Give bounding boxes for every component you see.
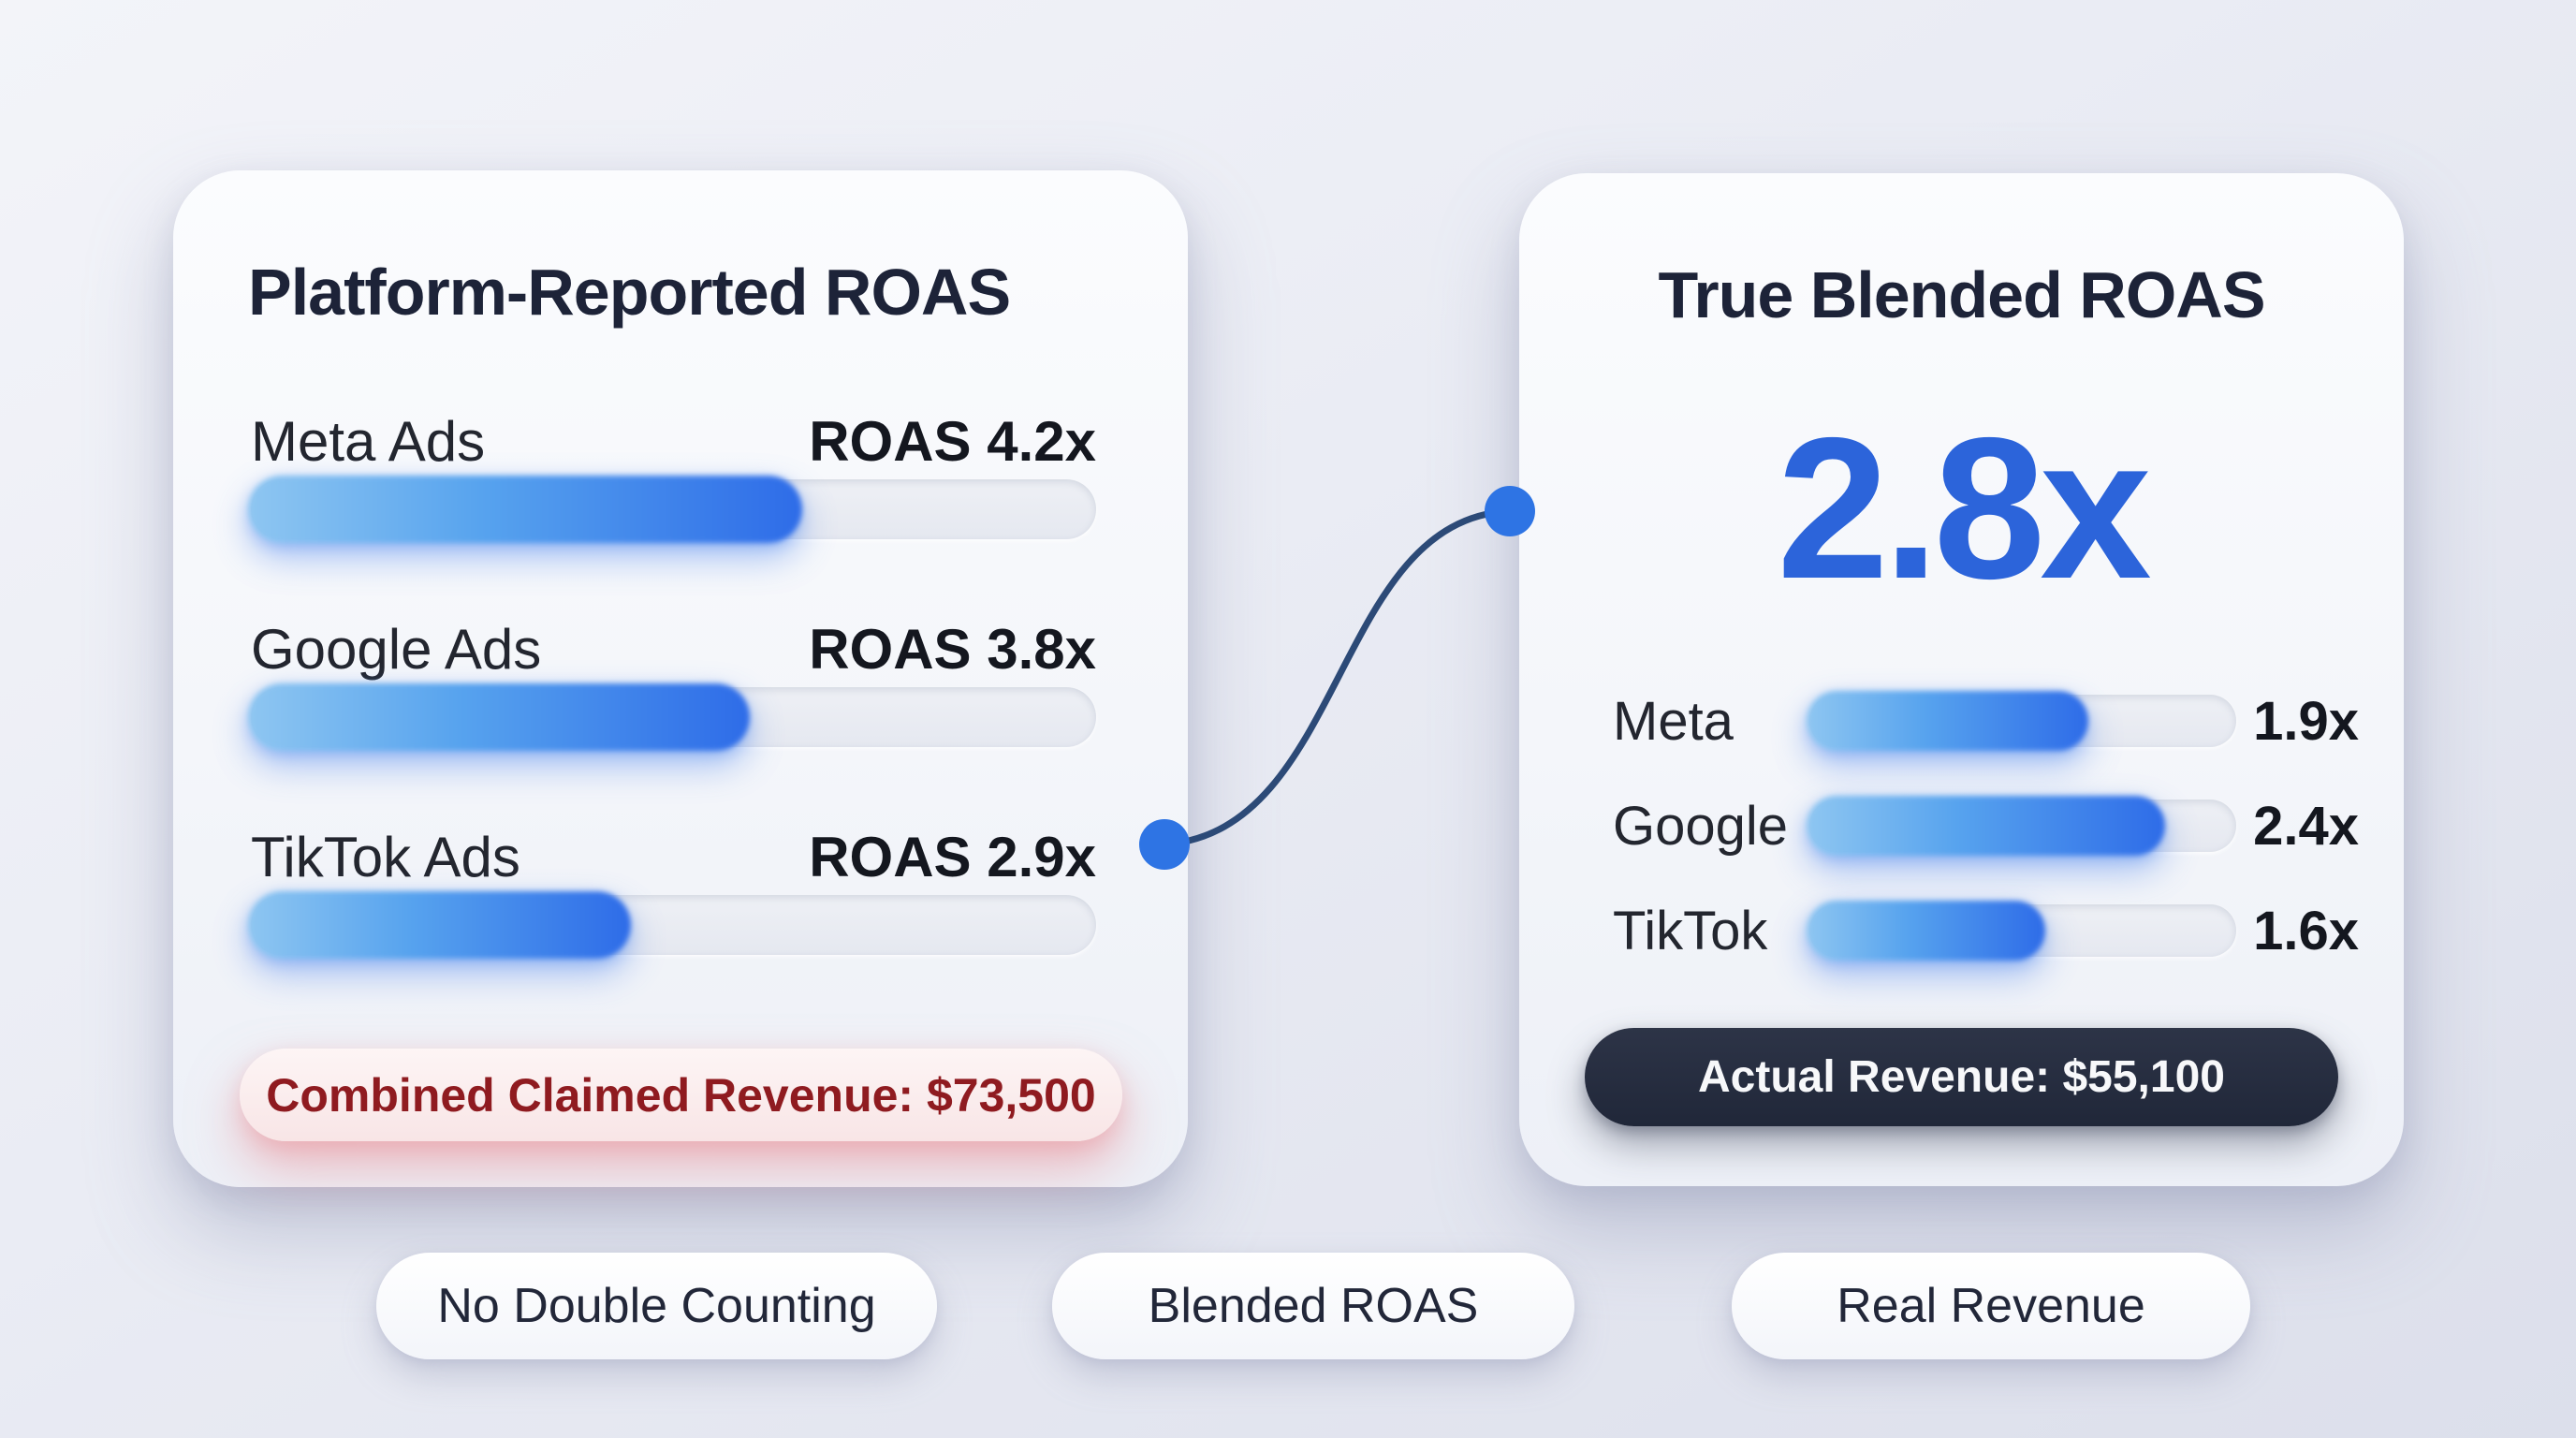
platform-reported-title: Platform-Reported ROAS — [248, 256, 1011, 329]
true-blended-card: True Blended ROAS 2.8x Meta 1.9x Google … — [1519, 173, 2404, 1186]
true-blended-title: True Blended ROAS — [1658, 258, 2265, 331]
meta-label: Meta — [1613, 690, 1734, 752]
actual-revenue-pill: Actual Revenue: $55,100 — [1585, 1028, 2338, 1126]
badge-blended-roas-label: Blended ROAS — [1148, 1279, 1479, 1333]
badge-no-double-counting-label: No Double Counting — [437, 1279, 876, 1333]
google-bar-track — [1807, 796, 2236, 856]
meta-bar-fill — [1807, 691, 2088, 751]
meta-ads-bar-track — [248, 476, 1096, 543]
tiktok-ads-roas-value: ROAS 2.9x — [809, 825, 1096, 888]
google-ads-bar-fill — [248, 683, 751, 751]
tiktok-bar-fill — [1807, 901, 2046, 961]
badge-blended-roas: Blended ROAS — [1052, 1253, 1574, 1359]
connector-curve — [1164, 507, 1510, 848]
meta-ads-label: Meta Ads — [251, 409, 486, 473]
meta-ads-roas-value: ROAS 4.2x — [809, 409, 1096, 473]
google-roas-value: 2.4x — [2253, 795, 2359, 857]
claimed-revenue-text: Combined Claimed Revenue: $73,500 — [266, 1068, 1096, 1122]
google-ads-label: Google Ads — [251, 617, 542, 681]
google-bar-fill — [1807, 796, 2166, 856]
tiktok-ads-label: TikTok Ads — [251, 825, 520, 888]
badge-real-revenue: Real Revenue — [1732, 1253, 2250, 1359]
badge-real-revenue-label: Real Revenue — [1837, 1279, 2145, 1333]
google-ads-roas-value: ROAS 3.8x — [809, 617, 1096, 681]
tiktok-ads-bar-fill — [248, 891, 632, 959]
tiktok-ads-bar-track — [248, 891, 1096, 959]
meta-roas-value: 1.9x — [2253, 690, 2359, 752]
claimed-revenue-pill: Combined Claimed Revenue: $73,500 — [240, 1049, 1122, 1141]
meta-ads-bar-fill — [248, 476, 803, 543]
tiktok-bar-track — [1807, 901, 2236, 961]
google-ads-bar-track — [248, 683, 1096, 751]
badge-no-double-counting: No Double Counting — [376, 1253, 937, 1359]
tiktok-label: TikTok — [1613, 900, 1768, 961]
blended-roas-headline: 2.8x — [1777, 395, 2151, 621]
meta-bar-track — [1807, 691, 2236, 751]
actual-revenue-text: Actual Revenue: $55,100 — [1698, 1052, 2225, 1102]
platform-reported-card: Platform-Reported ROAS Meta Ads ROAS 4.2… — [173, 170, 1188, 1187]
google-label: Google — [1613, 795, 1789, 857]
tiktok-roas-value: 1.6x — [2253, 900, 2359, 961]
